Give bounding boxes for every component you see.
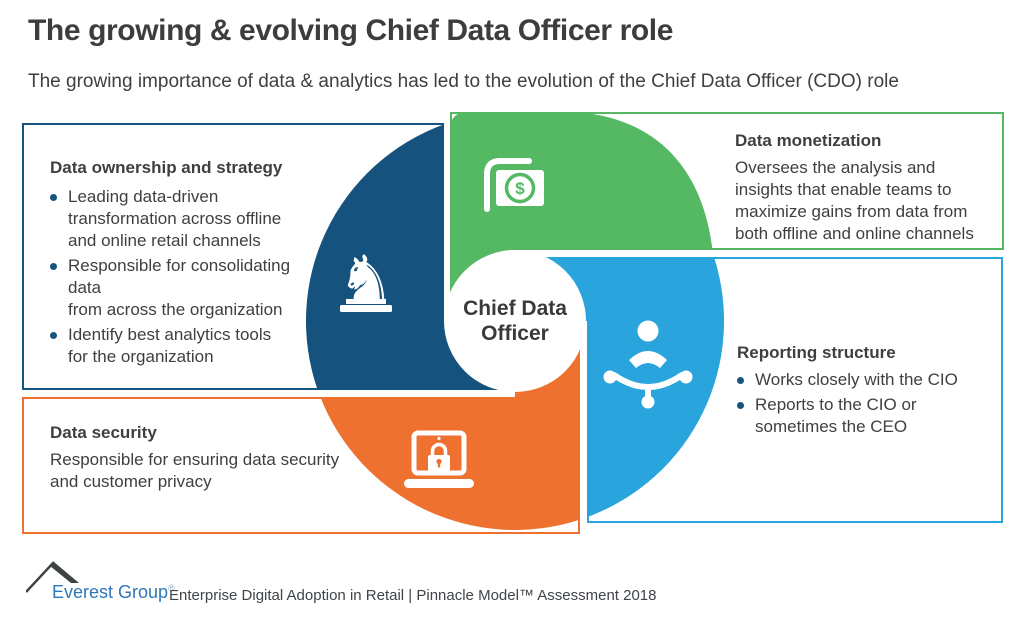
org-network-icon — [603, 320, 693, 409]
panel-data-ownership: Data ownership and strategy Leading data… — [22, 123, 444, 390]
panel-body-data-monetization: Oversees the analysis and insights that … — [735, 158, 974, 243]
page-subtitle: The growing importance of data & analyti… — [28, 71, 899, 92]
segment-data-security — [320, 347, 580, 530]
list-item: Identify best analytics tools for the or… — [50, 324, 380, 368]
bullet-text: Responsible for consolidating data from … — [68, 256, 291, 319]
bullet-dot-icon — [50, 263, 57, 270]
page-title: The growing & evolving Chief Data Office… — [28, 14, 674, 47]
list-item: Reports to the CIO or sometimes the CEO — [737, 394, 987, 438]
bullet-dot-icon — [50, 332, 57, 339]
panel-heading-data-security: Data security — [50, 423, 157, 442]
laptop-lock-icon — [404, 430, 474, 488]
footer-attribution: Enterprise Digital Adoption in Retail | … — [169, 587, 657, 604]
chess-knight-icon: ♞ — [337, 243, 394, 317]
panel-heading-data-monetization: Data monetization — [735, 131, 882, 150]
reporting-structure-bullet-list: Works closely with the CIO Reports to th… — [737, 369, 987, 441]
registered-mark: ® — [168, 583, 175, 593]
bullet-text: Identify best analytics tools for the or… — [68, 325, 272, 366]
wallet-dollar-icon: $ — [484, 158, 544, 212]
bullet-text: Leading data-driven transformation acros… — [68, 187, 282, 250]
panel-heading-reporting-structure: Reporting structure — [737, 343, 896, 362]
data-ownership-bullet-list: Leading data-driven transformation acros… — [50, 186, 380, 371]
brand-name: Everest Group® — [52, 582, 175, 603]
everest-group-logo-icon — [26, 561, 79, 593]
list-item: Leading data-driven transformation acros… — [50, 186, 380, 252]
bullet-dot-icon — [737, 377, 744, 384]
panel-body-data-security: Responsible for ensuring data security a… — [50, 450, 340, 491]
segment-data-ownership — [305, 124, 504, 391]
bullet-dot-icon — [737, 402, 744, 409]
svg-text:$: $ — [515, 179, 525, 198]
bullet-text: Works closely with the CIO — [755, 370, 958, 389]
center-hub — [444, 250, 586, 392]
center-label: Chief Data Officer — [463, 297, 567, 345]
bullet-dot-icon — [50, 194, 57, 201]
svg-text:♞: ♞ — [337, 243, 394, 317]
bullet-text: Reports to the CIO or sometimes the CEO — [755, 395, 917, 436]
brand-text: Everest Group — [52, 582, 169, 602]
panel-heading-data-ownership: Data ownership and strategy — [50, 158, 283, 177]
list-item: Works closely with the CIO — [737, 369, 987, 391]
list-item: Responsible for consolidating data from … — [50, 255, 380, 321]
